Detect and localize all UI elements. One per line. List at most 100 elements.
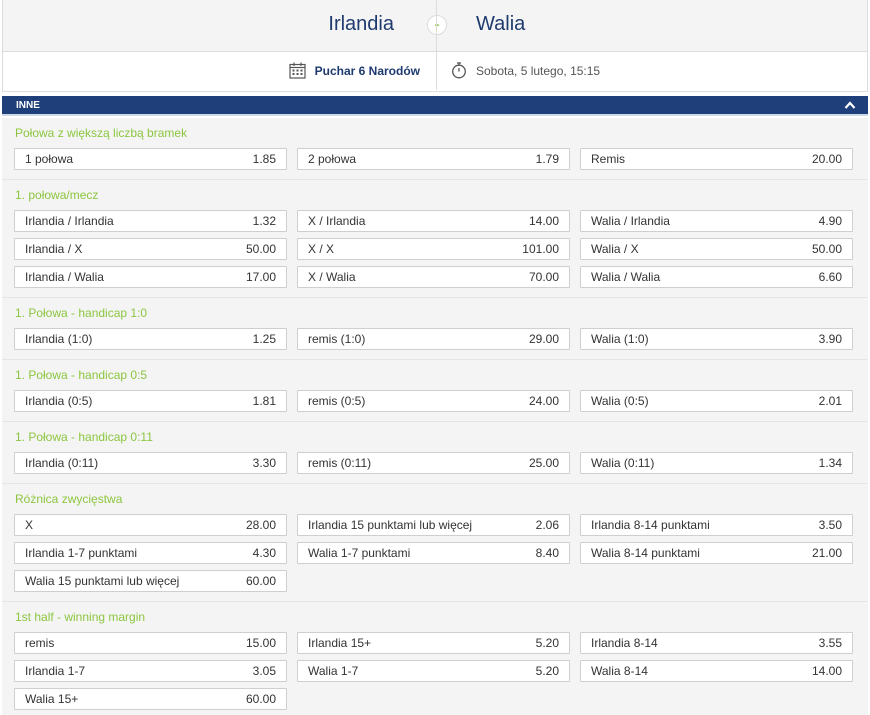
odds-label: Irlandia 1-7 — [25, 664, 86, 678]
market-block: 1. połowa/mecz Irlandia / Irlandia 1.32 X /… — [2, 180, 868, 298]
odds-label: Walia (0:11) — [591, 456, 655, 470]
odds-button[interactable]: Walia / Irlandia 4.90 — [580, 210, 853, 232]
market-title: 1. Połowa - handicap 1:0 — [15, 306, 148, 320]
odds-grid: remis 15.00 Irlandia 15+ 5.20 Irlandia 8-14 3… — [14, 632, 868, 710]
odds-button[interactable]: Irlandia 1-7 3.05 — [14, 660, 287, 682]
odds-button[interactable]: Walia 8-14 14.00 — [580, 660, 853, 682]
odds-value: 3.50 — [818, 518, 842, 532]
odds-button[interactable]: X / X 101.00 — [297, 238, 570, 260]
odds-button[interactable]: Walia / X 50.00 — [580, 238, 853, 260]
odds-button[interactable]: Irlandia 1-7 punktami 4.30 — [14, 542, 287, 564]
odds-label: Irlandia / Irlandia — [25, 214, 114, 228]
odds-label: Walia 1-7 punktami — [308, 546, 411, 560]
odds-button[interactable]: Irlandia 8-14 3.55 — [580, 632, 853, 654]
odds-button[interactable]: X / Irlandia 14.00 — [297, 210, 570, 232]
odds-value: 60.00 — [245, 574, 276, 588]
odds-label: Irlandia / Walia — [25, 270, 104, 284]
market-block: Połowa z większą liczbą bramek 1 połowa 1.… — [2, 118, 868, 180]
odds-button[interactable]: Irlandia / Walia 17.00 — [14, 266, 287, 288]
odds-label: remis (1:0) — [308, 332, 366, 346]
odds-label: Irlandia 8-14 punktami — [591, 518, 710, 532]
odds-label: Walia (0:5) — [591, 394, 649, 408]
odds-button[interactable]: Walia (0:11) 1.34 — [580, 452, 853, 474]
odds-value: 3.30 — [252, 456, 276, 470]
odds-button[interactable]: remis 15.00 — [14, 632, 287, 654]
odds-value: 14.00 — [811, 664, 842, 678]
odds-button[interactable]: Walia 8-14 punktami 21.00 — [580, 542, 853, 564]
odds-button[interactable]: Walia 15+ 60.00 — [14, 688, 287, 710]
odds-value: 6.60 — [818, 270, 842, 284]
odds-label: X / Irlandia — [308, 214, 366, 228]
header-divider — [436, 0, 437, 90]
odds-value: 5.20 — [535, 664, 559, 678]
odds-button[interactable]: Walia / Walia 6.60 — [580, 266, 853, 288]
away-team-name: Walia — [476, 13, 526, 35]
odds-button[interactable]: Irlandia 8-14 punktami 3.50 — [580, 514, 853, 536]
odds-label: Walia / Irlandia — [591, 214, 670, 228]
odds-button[interactable]: 2 połowa 1.79 — [297, 148, 570, 170]
odds-value: 70.00 — [528, 270, 559, 284]
stopwatch-icon — [452, 62, 466, 79]
odds-button[interactable]: Irlandia (0:11) 3.30 — [14, 452, 287, 474]
odds-value: 20.00 — [811, 152, 842, 166]
section-title: INNE — [16, 100, 40, 111]
odds-value: 1.34 — [818, 456, 842, 470]
chevron-up-icon[interactable] — [844, 100, 856, 110]
odds-button[interactable]: X / Walia 70.00 — [297, 266, 570, 288]
odds-value: 60.00 — [245, 692, 276, 706]
odds-button[interactable]: Irlandia (1:0) 1.25 — [14, 328, 287, 350]
odds-label: Walia 15 punktami lub więcej — [25, 574, 180, 588]
odds-button[interactable]: Irlandia / Irlandia 1.32 — [14, 210, 287, 232]
odds-value: 50.00 — [245, 242, 276, 256]
odds-grid: Irlandia (0:5) 1.81 remis (0:5) 24.00 Walia … — [14, 390, 868, 412]
market-block: Różnica zwycięstwa X 28.00 Irlandia 15 punk… — [2, 484, 868, 602]
market-title: 1st half - winning margin — [15, 610, 146, 624]
market-title: 1. połowa/mecz — [15, 188, 99, 202]
odds-label: Irlandia (0:5) — [25, 394, 93, 408]
match-header: Irlandia - Walia Puchar 6 Narodów Sobota… — [2, 0, 868, 92]
odds-label: Irlandia (1:0) — [25, 332, 93, 346]
odds-button[interactable]: remis (0:11) 25.00 — [297, 452, 570, 474]
odds-label: X / Walia — [308, 270, 356, 284]
odds-label: Walia (1:0) — [591, 332, 649, 346]
odds-value: 5.20 — [535, 636, 559, 650]
odds-button[interactable]: Walia (0:5) 2.01 — [580, 390, 853, 412]
odds-value: 28.00 — [245, 518, 276, 532]
odds-label: Walia 15+ — [25, 692, 79, 706]
odds-value: 2.06 — [535, 518, 559, 532]
odds-button[interactable]: Walia 15 punktami lub więcej 60.00 — [14, 570, 287, 592]
odds-button[interactable]: Walia 1-7 5.20 — [297, 660, 570, 682]
odds-button[interactable]: remis (0:5) 24.00 — [297, 390, 570, 412]
odds-value: 15.00 — [245, 636, 276, 650]
odds-value: 1.79 — [535, 152, 559, 166]
league-name: Puchar 6 Narodów — [314, 64, 420, 78]
odds-button[interactable]: Remis 20.00 — [580, 148, 853, 170]
odds-button[interactable]: Irlandia (0:5) 1.81 — [14, 390, 287, 412]
market-title: Połowa z większą liczbą bramek — [15, 126, 188, 140]
match-datetime: Sobota, 5 lutego, 15:15 — [476, 64, 601, 78]
odds-button[interactable]: Walia (1:0) 3.90 — [580, 328, 853, 350]
odds-value: 4.90 — [818, 214, 842, 228]
odds-button[interactable]: Walia 1-7 punktami 8.40 — [297, 542, 570, 564]
odds-label: 2 połowa — [308, 152, 357, 166]
odds-label: Irlandia 15 punktami lub więcej — [308, 518, 473, 532]
odds-value: 3.05 — [252, 664, 276, 678]
odds-button[interactable]: X 28.00 — [14, 514, 287, 536]
odds-button[interactable]: Irlandia / X 50.00 — [14, 238, 287, 260]
home-team-name: Irlandia — [328, 13, 394, 35]
odds-button[interactable]: Irlandia 15+ 5.20 — [297, 632, 570, 654]
odds-button[interactable]: remis (1:0) 29.00 — [297, 328, 570, 350]
odds-button[interactable]: Irlandia 15 punktami lub więcej 2.06 — [297, 514, 570, 536]
odds-label: Walia / Walia — [591, 270, 661, 284]
section-header[interactable]: INNE — [2, 96, 868, 116]
odds-button[interactable]: 1 połowa 1.85 — [14, 148, 287, 170]
odds-grid: Irlandia (1:0) 1.25 remis (1:0) 29.00 Walia … — [14, 328, 868, 350]
odds-label: Walia / X — [591, 242, 639, 256]
odds-value: 4.30 — [252, 546, 276, 560]
market-title: Różnica zwycięstwa — [15, 492, 123, 506]
odds-value: 1.32 — [252, 214, 276, 228]
odds-value: 21.00 — [811, 546, 842, 560]
odds-grid: X 28.00 Irlandia 15 punktami lub więcej 2.0… — [14, 514, 868, 592]
odds-label: Irlandia 1-7 punktami — [25, 546, 138, 560]
teams-row: Irlandia - Walia — [3, 0, 867, 52]
